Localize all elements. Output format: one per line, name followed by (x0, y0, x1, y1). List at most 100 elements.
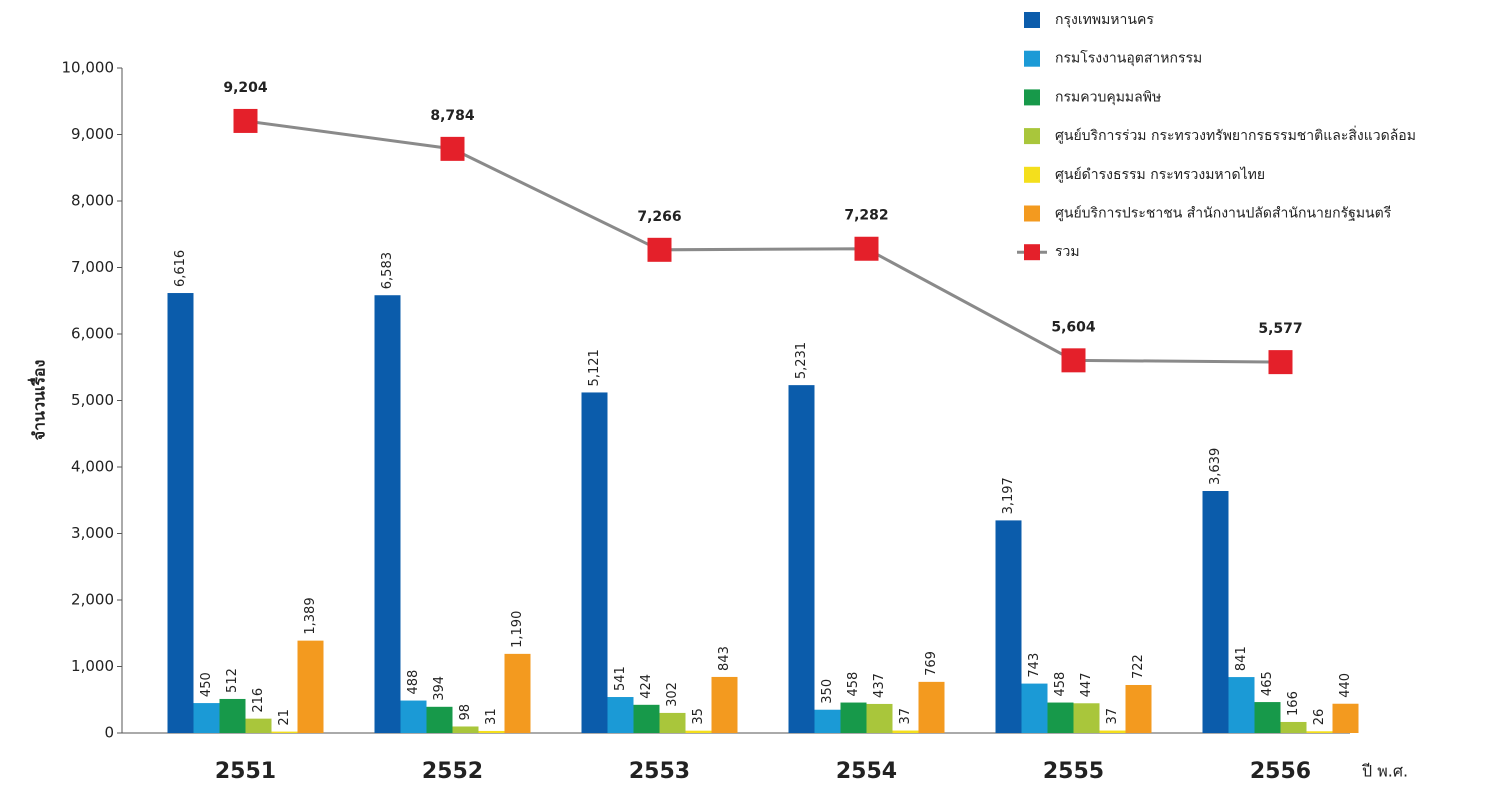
bar-value-label: 447 (1079, 672, 1094, 697)
total-line (245, 119, 1281, 364)
bar-value-label: 5,121 (587, 349, 602, 386)
bar (633, 704, 660, 733)
y-tick-label: 9,000 (71, 125, 114, 143)
bar (426, 706, 453, 733)
bar-value-label: 98 (458, 704, 473, 721)
bar-value-label: 394 (432, 676, 447, 701)
line-value-label: 5,604 (1051, 319, 1096, 335)
bar (659, 712, 686, 733)
x-tick-label: 2553 (629, 759, 690, 784)
y-tick-label: 6,000 (71, 325, 114, 343)
bar (1202, 491, 1229, 733)
bar (193, 703, 220, 733)
y-axis-label: จำนวนเรื่อง (28, 360, 49, 441)
y-tick-label: 4,000 (71, 458, 114, 476)
bar-value-label: 465 (1260, 671, 1275, 696)
x-tick-label: 2556 (1250, 759, 1311, 784)
line-value-label: 7,266 (637, 209, 681, 225)
legend-label: ศูนย์ดำรงธรรม กระทรวงมหาดไทย (1055, 166, 1265, 183)
line-marker (233, 108, 258, 133)
bar-value-label: 743 (1027, 653, 1042, 678)
bar-value-label: 541 (613, 666, 628, 691)
legend-label: กรุงเทพมหานคร (1055, 12, 1154, 28)
bar-value-label: 350 (820, 679, 835, 704)
legend-label: รวม (1055, 244, 1080, 260)
x-tick-label: 2552 (422, 759, 483, 784)
line-marker (647, 237, 672, 262)
bar-value-label: 216 (251, 688, 266, 713)
y-tick-label: 0 (104, 724, 114, 742)
bar-value-label: 1,190 (510, 611, 525, 648)
bar-value-label: 512 (225, 668, 240, 693)
bar-value-label: 6,616 (173, 250, 188, 287)
bar-value-label: 5,231 (794, 342, 809, 379)
bar (995, 520, 1022, 733)
y-tick-label: 3,000 (71, 524, 114, 542)
bar-value-label: 769 (924, 651, 939, 676)
legend-swatch (1024, 89, 1040, 106)
bar-value-label: 302 (665, 682, 680, 707)
y-tick-label: 2,000 (71, 591, 114, 609)
x-tick-label: 2555 (1043, 759, 1104, 784)
bar (1047, 702, 1074, 733)
y-tick-label: 5,000 (71, 391, 114, 409)
bar-value-label: 3,197 (1001, 477, 1016, 514)
bar-value-label: 1,389 (303, 597, 318, 634)
bar (892, 730, 919, 733)
bar (271, 731, 298, 733)
bar-value-label: 37 (898, 708, 913, 725)
bar-value-label: 843 (717, 646, 732, 671)
bar-value-label: 166 (1286, 691, 1301, 716)
bar (452, 726, 479, 733)
legend-label: กรมโรงงานอุตสาหกรรม (1055, 50, 1202, 67)
bar-value-label: 458 (846, 672, 861, 697)
line-marker (440, 136, 465, 161)
bar (1280, 721, 1307, 733)
legend-label: ศูนย์บริการร่วม กระทรวงทรัพยากรธรรมชาติแ… (1055, 126, 1416, 144)
bar (1099, 730, 1126, 733)
line-value-label: 9,204 (223, 80, 268, 96)
bar-value-label: 440 (1338, 673, 1353, 698)
bar (219, 698, 246, 733)
bar (504, 653, 531, 733)
legend-swatch (1024, 205, 1040, 222)
x-tick-label: 2551 (215, 759, 276, 784)
bar-value-label: 841 (1234, 646, 1249, 671)
bar (478, 730, 505, 733)
bar (1125, 684, 1152, 733)
line-marker (1061, 348, 1086, 373)
legend-swatch (1024, 50, 1040, 67)
bar-value-label: 458 (1053, 672, 1068, 697)
bar (400, 700, 427, 733)
legend-label: ศูนย์บริการประชาชน สำนักงานปลัดสำนักนายก… (1055, 205, 1392, 222)
bar (245, 718, 272, 733)
bar (840, 702, 867, 733)
line-marker (1268, 350, 1293, 375)
bar (1228, 677, 1255, 733)
bar (1073, 703, 1100, 733)
bar-value-label: 21 (277, 709, 292, 726)
bar (581, 392, 608, 733)
bar (711, 676, 738, 733)
bar-value-label: 488 (406, 670, 421, 695)
bar-value-label: 437 (872, 673, 887, 698)
line-value-label: 7,282 (844, 208, 888, 224)
bar-value-label: 3,639 (1208, 448, 1223, 485)
x-axis-label: ปี พ.ศ. (1362, 762, 1409, 781)
bar (1306, 731, 1333, 733)
bar (918, 681, 945, 733)
line-value-label: 5,577 (1258, 321, 1302, 337)
bar (866, 703, 893, 733)
legend-swatch (1024, 166, 1040, 183)
bar (297, 640, 324, 733)
line-value-label: 8,784 (430, 108, 475, 124)
bar (607, 697, 634, 733)
y-tick-label: 1,000 (71, 657, 114, 675)
line-marker (854, 236, 879, 261)
y-tick-label: 8,000 (71, 192, 114, 210)
bar (1254, 702, 1281, 733)
bar-value-label: 6,583 (380, 252, 395, 289)
x-tick-label: 2554 (836, 759, 897, 784)
bar-value-label: 31 (484, 708, 499, 725)
bar (1332, 703, 1359, 733)
